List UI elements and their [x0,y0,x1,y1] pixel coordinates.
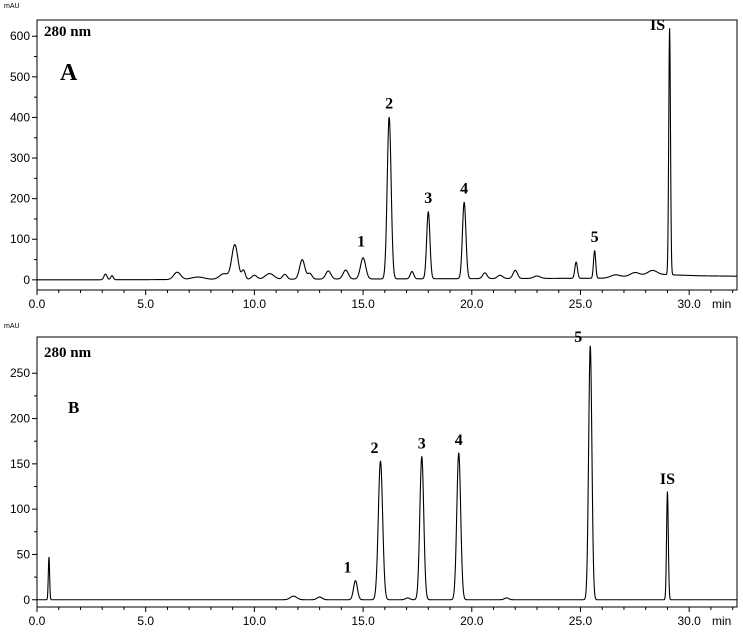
x-unit-label: min [712,297,731,311]
panel-letter: B [68,398,79,417]
y-tick-label: 50 [17,547,31,561]
plot-frame [36,19,738,291]
y-tick-label: 100 [10,232,30,246]
x-unit-label: min [712,614,731,628]
y-tick-label: 150 [10,457,30,471]
panel-letter: A [60,60,78,86]
y-tick-label: 0 [23,273,30,287]
x-tick-label: 15.0 [351,614,375,628]
x-tick-label: 20.0 [460,297,484,311]
peak-label-3: 3 [418,436,426,453]
y-tick-label: 600 [10,29,30,43]
x-tick-label: 15.0 [351,297,375,311]
wavelength-label: 280 nm [44,24,92,40]
x-tick-label: 0.0 [29,614,46,628]
peak-label-is: IS [660,471,675,488]
peak-label-is: IS [650,17,665,34]
x-tick-label: 25.0 [569,614,593,628]
peak-label-1: 1 [343,560,351,577]
y-tick-label: 200 [10,192,30,206]
x-tick-label: 30.0 [677,297,701,311]
x-tick-label: 10.0 [243,297,267,311]
peak-label-2: 2 [370,440,378,457]
chromatogram-trace [36,345,738,601]
x-tick-label: 5.0 [137,614,154,628]
chromatogram-trace [36,28,738,281]
x-tick-label: 5.0 [137,297,154,311]
peak-label-4: 4 [460,181,468,198]
x-tick-label: 30.0 [677,614,701,628]
y-tick-label: 500 [10,70,30,84]
peak-label-5: 5 [574,329,582,346]
x-tick-label: 10.0 [243,614,267,628]
y-unit-label: mAU [4,3,20,10]
y-unit-label: mAU [4,323,20,330]
peak-label-3: 3 [424,190,432,207]
peak-label-1: 1 [357,234,365,251]
plot-frame [36,336,738,608]
peak-label-4: 4 [455,432,463,449]
y-tick-label: 400 [10,110,30,124]
peak-label-5: 5 [591,229,599,246]
panel-b: 0 50 100 150 200 250 0.0 5.0 10.0 15.0 20.0 25.0 30.… [4,323,738,628]
x-tick-label: 25.0 [569,297,593,311]
wavelength-label: 280 nm [44,345,92,361]
y-tick-label: 0 [23,593,30,607]
y-tick-label: 250 [10,366,30,380]
y-tick-label: 200 [10,412,30,426]
panel-a: 0 100 200 300 400 500 600 0.0 5.0 10.0 15.0 20.0 25.… [4,3,738,311]
y-tick-label: 100 [10,502,30,516]
peak-label-2: 2 [385,95,393,112]
y-tick-label: 300 [10,151,30,165]
x-tick-label: 20.0 [460,614,484,628]
x-tick-label: 0.0 [29,297,46,311]
